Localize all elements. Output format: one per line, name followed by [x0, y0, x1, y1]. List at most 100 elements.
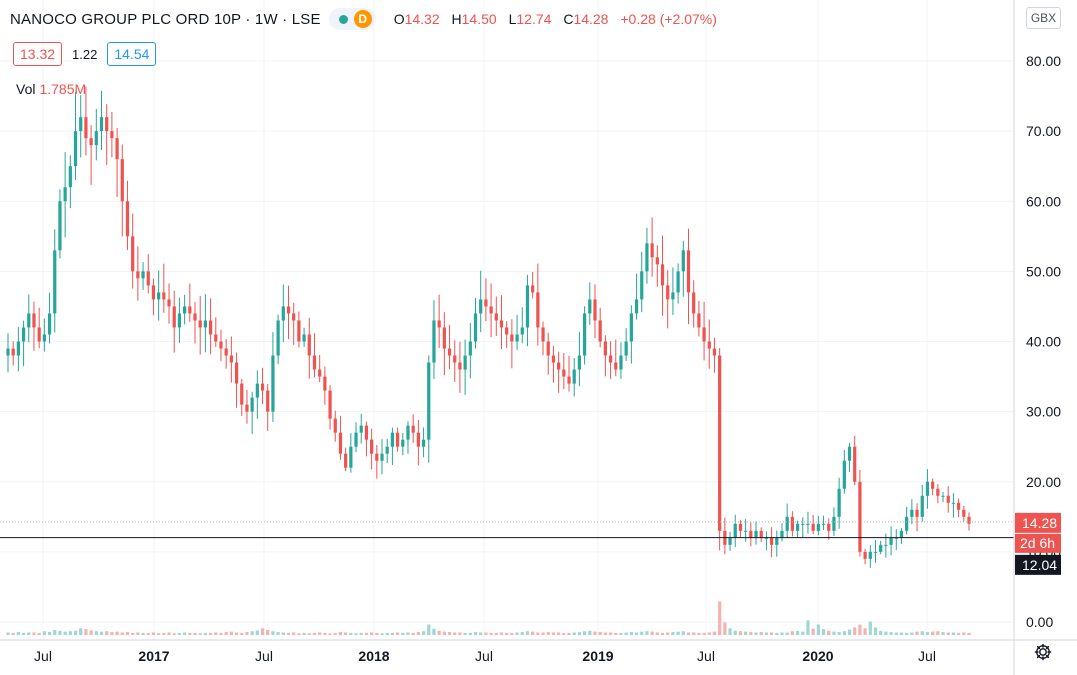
candle-body [520, 327, 524, 335]
volume-bar [806, 620, 810, 635]
volume-bar [801, 631, 805, 635]
volume-bar [712, 631, 717, 635]
volume-value: 1.785M [39, 81, 87, 97]
candle-body [203, 320, 208, 328]
volume-bar [94, 631, 98, 635]
candle-body [323, 376, 327, 391]
volume-bar [764, 632, 769, 635]
candle-body [16, 341, 20, 356]
x-tick-label: 2020 [802, 648, 833, 664]
candle-body [141, 271, 145, 279]
gear-icon[interactable] [1033, 642, 1053, 662]
status-indicators[interactable]: D [328, 8, 376, 30]
volume-bar [811, 628, 815, 635]
volume-bar [759, 632, 763, 635]
volume-bar [588, 630, 592, 635]
time-axis[interactable]: Jul 2017 Jul 2018 Jul 2019 Jul 2020 Jul [0, 639, 1077, 664]
candle-body [744, 530, 748, 532]
low-value: 12.74 [516, 11, 552, 27]
candle-body [634, 299, 639, 314]
candle-body [962, 509, 966, 517]
volume-bar [401, 632, 405, 635]
volume-bar [577, 632, 582, 635]
price-axis[interactable]: 0.0010.0020.0030.0040.0050.0060.0070.008… [1013, 0, 1061, 675]
volume-bar [208, 632, 213, 635]
candle-body [432, 320, 436, 363]
symbol-title[interactable]: NANOCO GROUP PLC ORD 10P · 1W · LSE [10, 10, 321, 28]
volume-bar [754, 632, 758, 635]
volume-bar [484, 632, 488, 635]
candle-body [868, 551, 872, 559]
candle-body [894, 537, 898, 539]
volume-bar [53, 629, 57, 635]
candle-body [925, 481, 930, 496]
currency-button[interactable]: GBX [1026, 7, 1061, 29]
candle-body [489, 306, 493, 314]
volume-bar [546, 632, 550, 635]
volume-bar [920, 631, 924, 635]
candle-body [920, 495, 924, 517]
close-label: C [563, 11, 574, 27]
spread-value: 1.22 [72, 46, 98, 62]
candle-body [941, 495, 945, 497]
x-tick-label: 2018 [358, 648, 389, 664]
candle-body [297, 320, 301, 342]
volume-bar [198, 633, 202, 635]
candle-body [821, 523, 826, 525]
volume-bar [645, 631, 649, 635]
candle-body [811, 523, 815, 531]
candle-body [697, 313, 701, 328]
candle-body [468, 341, 472, 356]
volume-bar [203, 632, 208, 635]
volume-bar [354, 633, 358, 635]
candle-body [463, 355, 467, 370]
y-tick-label: 20.00 [1026, 474, 1061, 490]
candle-body [136, 271, 140, 279]
volume-bar [297, 633, 301, 635]
candle-body [437, 320, 441, 328]
volume-bar [858, 624, 862, 635]
volume-bar [884, 631, 888, 635]
y-tick-label: 80.00 [1026, 53, 1061, 69]
candle-body [245, 404, 249, 412]
candle-body [582, 313, 587, 356]
candle-body [370, 439, 374, 454]
volume-bar [255, 630, 259, 635]
volume-bar [276, 632, 280, 635]
volume-bar [863, 628, 867, 635]
volume-bar [458, 632, 462, 635]
volume-bar [416, 632, 420, 635]
volume-bar [525, 631, 530, 635]
volume-bar [333, 632, 337, 635]
candle-body [120, 159, 124, 202]
candle-body [801, 523, 805, 525]
sell-button[interactable]: 13.32 [13, 42, 63, 66]
volume-bar [572, 632, 576, 635]
buy-button[interactable]: 14.54 [107, 42, 157, 66]
volume-bar [32, 632, 36, 635]
candle-body [858, 481, 862, 552]
y-tick-label: 50.00 [1026, 263, 1061, 279]
volume-bar [437, 630, 441, 635]
candle-body [172, 306, 176, 328]
volume-bar [172, 633, 176, 635]
delayed-data-badge: D [353, 10, 372, 28]
candle-body [510, 334, 514, 342]
volume-bar [899, 632, 904, 635]
candle-body [188, 306, 192, 314]
volume-bar [702, 632, 706, 635]
candle-body [499, 320, 504, 328]
volume-bar [16, 632, 20, 635]
candle-body [395, 432, 400, 447]
volume-legend: Vol 1.785M [16, 81, 86, 97]
candle-body [681, 250, 685, 272]
volume-bar [89, 630, 93, 635]
volume-bar [624, 632, 628, 635]
volume-bar [411, 632, 415, 635]
x-tick-label: Jul [918, 648, 936, 664]
volume-bar [879, 630, 883, 635]
candle-body [364, 425, 369, 440]
volume-bar [795, 630, 800, 635]
volume-bar [463, 632, 467, 635]
